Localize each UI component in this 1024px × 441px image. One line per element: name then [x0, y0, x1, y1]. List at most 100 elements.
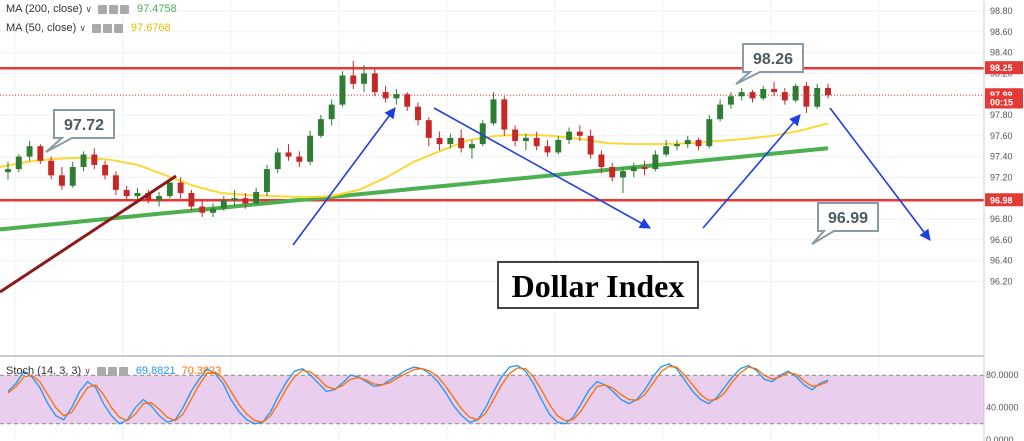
ma200-label: MA (200, close) — [6, 3, 83, 15]
price-tick-label: 98.80 — [990, 6, 1013, 16]
ma200-legend[interactable]: MA (200, close) ∨ 97.4758 — [6, 2, 177, 16]
candle-body — [727, 96, 734, 105]
candle-body — [738, 92, 745, 97]
callout-98-26-text: 98.26 — [753, 51, 793, 68]
stoch-d-value: 70.3823 — [181, 365, 222, 377]
price-label: 00:15 — [990, 98, 1013, 108]
candle-body — [404, 94, 411, 107]
trendline — [0, 174, 177, 294]
settings-icon[interactable] — [102, 23, 112, 33]
price-tick-label: 96.20 — [990, 276, 1013, 286]
visibility-icon[interactable] — [91, 23, 101, 33]
chevron-down-icon[interactable]: ∨ — [79, 22, 86, 33]
moving-averages — [0, 122, 829, 232]
candle-body — [792, 85, 799, 101]
chevron-down-icon[interactable]: ∨ — [84, 365, 91, 376]
candle-body — [803, 85, 810, 107]
candle-body — [177, 182, 184, 193]
ma50-legend[interactable]: MA (50, close) ∨ 97.6768 — [6, 21, 171, 35]
candle-body — [706, 119, 713, 147]
candle-body — [307, 135, 314, 162]
price-tick-label: 97.60 — [990, 131, 1013, 141]
candle-body — [112, 175, 119, 190]
candle-body — [37, 146, 44, 161]
settings-icon[interactable] — [107, 366, 117, 376]
candle-body — [781, 92, 788, 101]
candle-body — [814, 87, 821, 107]
candle-body — [48, 160, 55, 176]
candle-body — [393, 94, 400, 99]
callout-97-72[interactable]: 97.72 — [45, 109, 115, 153]
candle-body — [717, 104, 724, 120]
trend-arrow — [433, 107, 651, 229]
candle-body — [123, 189, 130, 197]
candle-body — [145, 193, 152, 201]
price-levels — [0, 66, 984, 202]
drawings — [0, 107, 931, 294]
candle-body — [199, 206, 206, 213]
candle-body — [490, 99, 497, 124]
candle-body — [673, 144, 680, 147]
candle-body — [415, 106, 421, 121]
candle-body — [231, 198, 238, 201]
stoch-line-d — [7, 365, 829, 423]
close-icon[interactable] — [120, 4, 130, 14]
candle-body — [425, 120, 432, 138]
candle-body — [210, 208, 216, 213]
candle-body — [102, 164, 109, 176]
chevron-down-icon[interactable]: ∨ — [85, 3, 93, 14]
candle-body — [468, 144, 475, 149]
candle-body — [26, 146, 33, 157]
trend-arrow — [292, 107, 396, 246]
stochastic-pane — [0, 363, 984, 425]
stoch-line-k — [7, 363, 829, 425]
candle-body — [522, 137, 529, 141]
candle-body — [587, 135, 594, 155]
candle-body — [533, 137, 540, 147]
price-tick-label: 97.80 — [990, 110, 1013, 120]
candle-body — [458, 137, 465, 149]
price-label-bg — [985, 61, 1023, 75]
candle-body — [274, 152, 281, 170]
price-tick-label: 97.40 — [990, 152, 1013, 162]
stoch-band — [0, 375, 984, 424]
callout-98-26[interactable]: 98.26 — [735, 43, 804, 85]
candle-body — [501, 99, 508, 130]
price-label-bg — [985, 95, 1023, 109]
candle-body — [749, 92, 756, 99]
stoch-tick-label: 0.0000 — [986, 435, 1014, 441]
price-label: 96.98 — [990, 195, 1013, 205]
trend-arrow — [829, 107, 931, 241]
ma200-line — [0, 146, 829, 232]
settings-icon[interactable] — [109, 4, 119, 14]
candle-body — [555, 139, 562, 153]
close-icon[interactable] — [118, 366, 128, 376]
candle-body — [156, 196, 163, 201]
candle-body — [188, 193, 195, 207]
candle-body — [339, 75, 346, 105]
candle-body — [760, 89, 767, 99]
price-tick-label: 97.20 — [990, 172, 1013, 182]
stoch-tick-label: 40.0000 — [986, 403, 1019, 413]
price-tick-label: 98.60 — [990, 27, 1013, 37]
price-axis: 98.8098.6098.4098.2098.0097.8097.6097.40… — [983, 0, 1024, 441]
candle-body — [512, 129, 519, 141]
price-tick-label: 96.40 — [990, 256, 1013, 266]
price-label: 97.99 — [990, 90, 1013, 100]
candle-body — [134, 193, 141, 197]
ma50-label: MA (50, close) — [6, 22, 77, 34]
price-label: 98.25 — [990, 63, 1013, 73]
candle-body — [350, 75, 357, 84]
trend-arrow — [702, 114, 801, 229]
candle-body — [825, 87, 831, 96]
candle-body — [58, 175, 65, 186]
close-icon[interactable] — [113, 23, 123, 33]
candle-body — [263, 169, 270, 192]
visibility-icon[interactable] — [98, 4, 108, 14]
candle-body — [5, 169, 11, 173]
callout-96-99[interactable]: 96.99 — [811, 202, 879, 245]
visibility-icon[interactable] — [96, 366, 106, 376]
stoch-legend[interactable]: Stoch (14, 3, 3) ∨ 69.8821 70.3823 — [6, 364, 221, 378]
candle-body — [317, 119, 324, 136]
